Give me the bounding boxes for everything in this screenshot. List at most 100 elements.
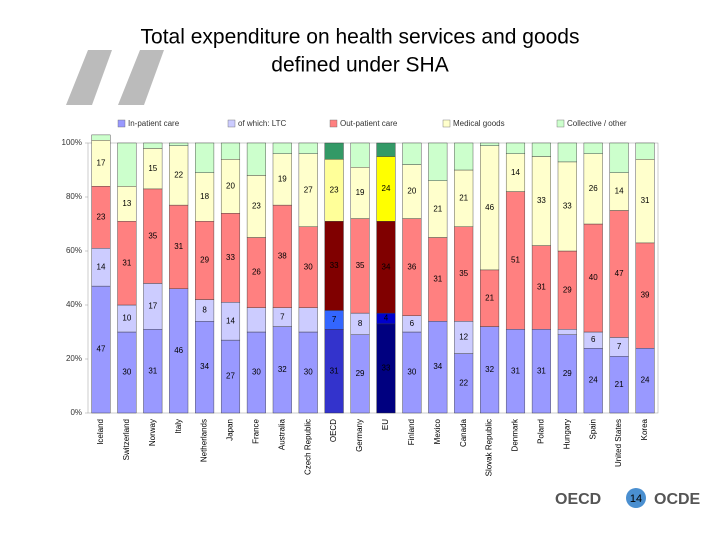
data-label: 33 [330, 261, 339, 270]
data-label: 12 [459, 333, 468, 342]
data-label: 10 [122, 314, 131, 323]
y-tick-label: 60% [66, 246, 82, 255]
x-tick-label: EU [381, 419, 390, 430]
x-tick-label: Switzerland [122, 419, 131, 460]
x-tick-label: Finland [407, 419, 416, 445]
data-label: 34 [382, 262, 391, 271]
data-label: 4 [384, 314, 389, 323]
data-label: 31 [148, 366, 157, 375]
x-tick-label: Czech Republic [303, 419, 312, 475]
data-label: 33 [537, 196, 546, 205]
logo-text: OCDE [654, 491, 701, 508]
data-label: 23 [330, 185, 339, 194]
data-label: 15 [148, 164, 157, 173]
bar-segment [350, 142, 370, 168]
bar-segment [454, 142, 474, 171]
data-label: 30 [122, 368, 131, 377]
bar-segment [557, 329, 577, 335]
data-label: 38 [278, 252, 287, 261]
data-label: 24 [589, 376, 598, 385]
data-label: 31 [537, 283, 546, 292]
data-label: 19 [278, 175, 287, 184]
legend-label: Out-patient care [340, 119, 398, 128]
bar-segment [169, 142, 189, 146]
legend-swatch [329, 119, 338, 128]
x-tick-label: Hungary [562, 419, 571, 449]
data-label: 20 [407, 187, 416, 196]
bar-segment [246, 307, 266, 333]
bar-segment [428, 142, 448, 181]
chart-title: defined under SHA [271, 54, 448, 77]
bar-segment [195, 142, 215, 173]
y-tick-label: 80% [66, 192, 82, 201]
data-label: 8 [358, 319, 363, 328]
data-label: 36 [407, 262, 416, 271]
data-label: 32 [485, 365, 494, 374]
x-tick-label: Norway [148, 419, 157, 446]
data-label: 14 [511, 168, 520, 177]
x-tick-label: Germany [355, 419, 364, 452]
bar-segment [220, 142, 241, 160]
bar-segment [272, 142, 292, 155]
data-label: 35 [459, 269, 468, 278]
x-tick-label: Australia [277, 418, 286, 450]
data-label: 30 [252, 368, 261, 377]
bar-segment [324, 142, 344, 160]
legend-label: of which: LTC [238, 119, 287, 128]
legend-label: Medical goods [453, 119, 505, 128]
data-label: 29 [356, 369, 365, 378]
data-label: 21 [615, 380, 624, 389]
y-tick-label: 20% [66, 354, 82, 363]
chart-title: Total expenditure on health services and… [141, 26, 580, 49]
legend-swatch [442, 119, 451, 128]
data-label: 32 [278, 365, 287, 374]
bar-segment [246, 142, 266, 176]
data-label: 20 [226, 181, 235, 190]
data-label: 35 [148, 231, 157, 240]
data-label: 14 [97, 262, 106, 271]
data-label: 29 [563, 285, 572, 294]
data-label: 31 [122, 258, 131, 267]
x-tick-label: Iceland [96, 419, 105, 445]
data-label: 21 [433, 204, 442, 213]
x-tick-label: Denmark [511, 418, 520, 451]
data-label: 18 [200, 192, 209, 201]
bar-segment [91, 134, 111, 141]
bar-segment [480, 142, 500, 146]
data-label: 47 [97, 345, 106, 354]
bar-segment [583, 142, 603, 155]
x-tick-label: Japan [226, 419, 235, 441]
data-label: 30 [304, 262, 313, 271]
bar-segment [505, 142, 526, 155]
data-label: 22 [174, 171, 183, 180]
data-label: 47 [615, 269, 624, 278]
x-tick-label: Spain [588, 419, 597, 439]
quote-decoration [66, 50, 164, 105]
page-number: 14 [630, 493, 642, 505]
data-label: 13 [122, 199, 131, 208]
legend-swatch [227, 119, 236, 128]
page-badge [626, 488, 646, 508]
data-label: 33 [382, 364, 391, 373]
data-label: 17 [97, 158, 106, 167]
bar-segment [376, 142, 396, 157]
data-label: 7 [332, 315, 337, 324]
data-label: 51 [511, 256, 520, 265]
x-tick-label: Slovak Republic [485, 419, 494, 476]
data-label: 46 [174, 346, 183, 355]
data-label: 23 [97, 212, 106, 221]
footer-logo: OECD 14 OCDE [555, 488, 701, 508]
data-label: 24 [641, 376, 650, 385]
data-label: 34 [200, 362, 209, 371]
data-label: 7 [617, 342, 622, 351]
bar-segment [298, 307, 318, 333]
data-label: 17 [148, 301, 157, 310]
data-label: 35 [356, 261, 365, 270]
x-tick-label: United States [614, 419, 623, 467]
x-tick-label: Poland [537, 419, 546, 444]
bar-segment [402, 142, 422, 165]
bar-segment [609, 142, 629, 173]
data-label: 14 [226, 316, 235, 325]
data-label: 29 [200, 256, 209, 265]
